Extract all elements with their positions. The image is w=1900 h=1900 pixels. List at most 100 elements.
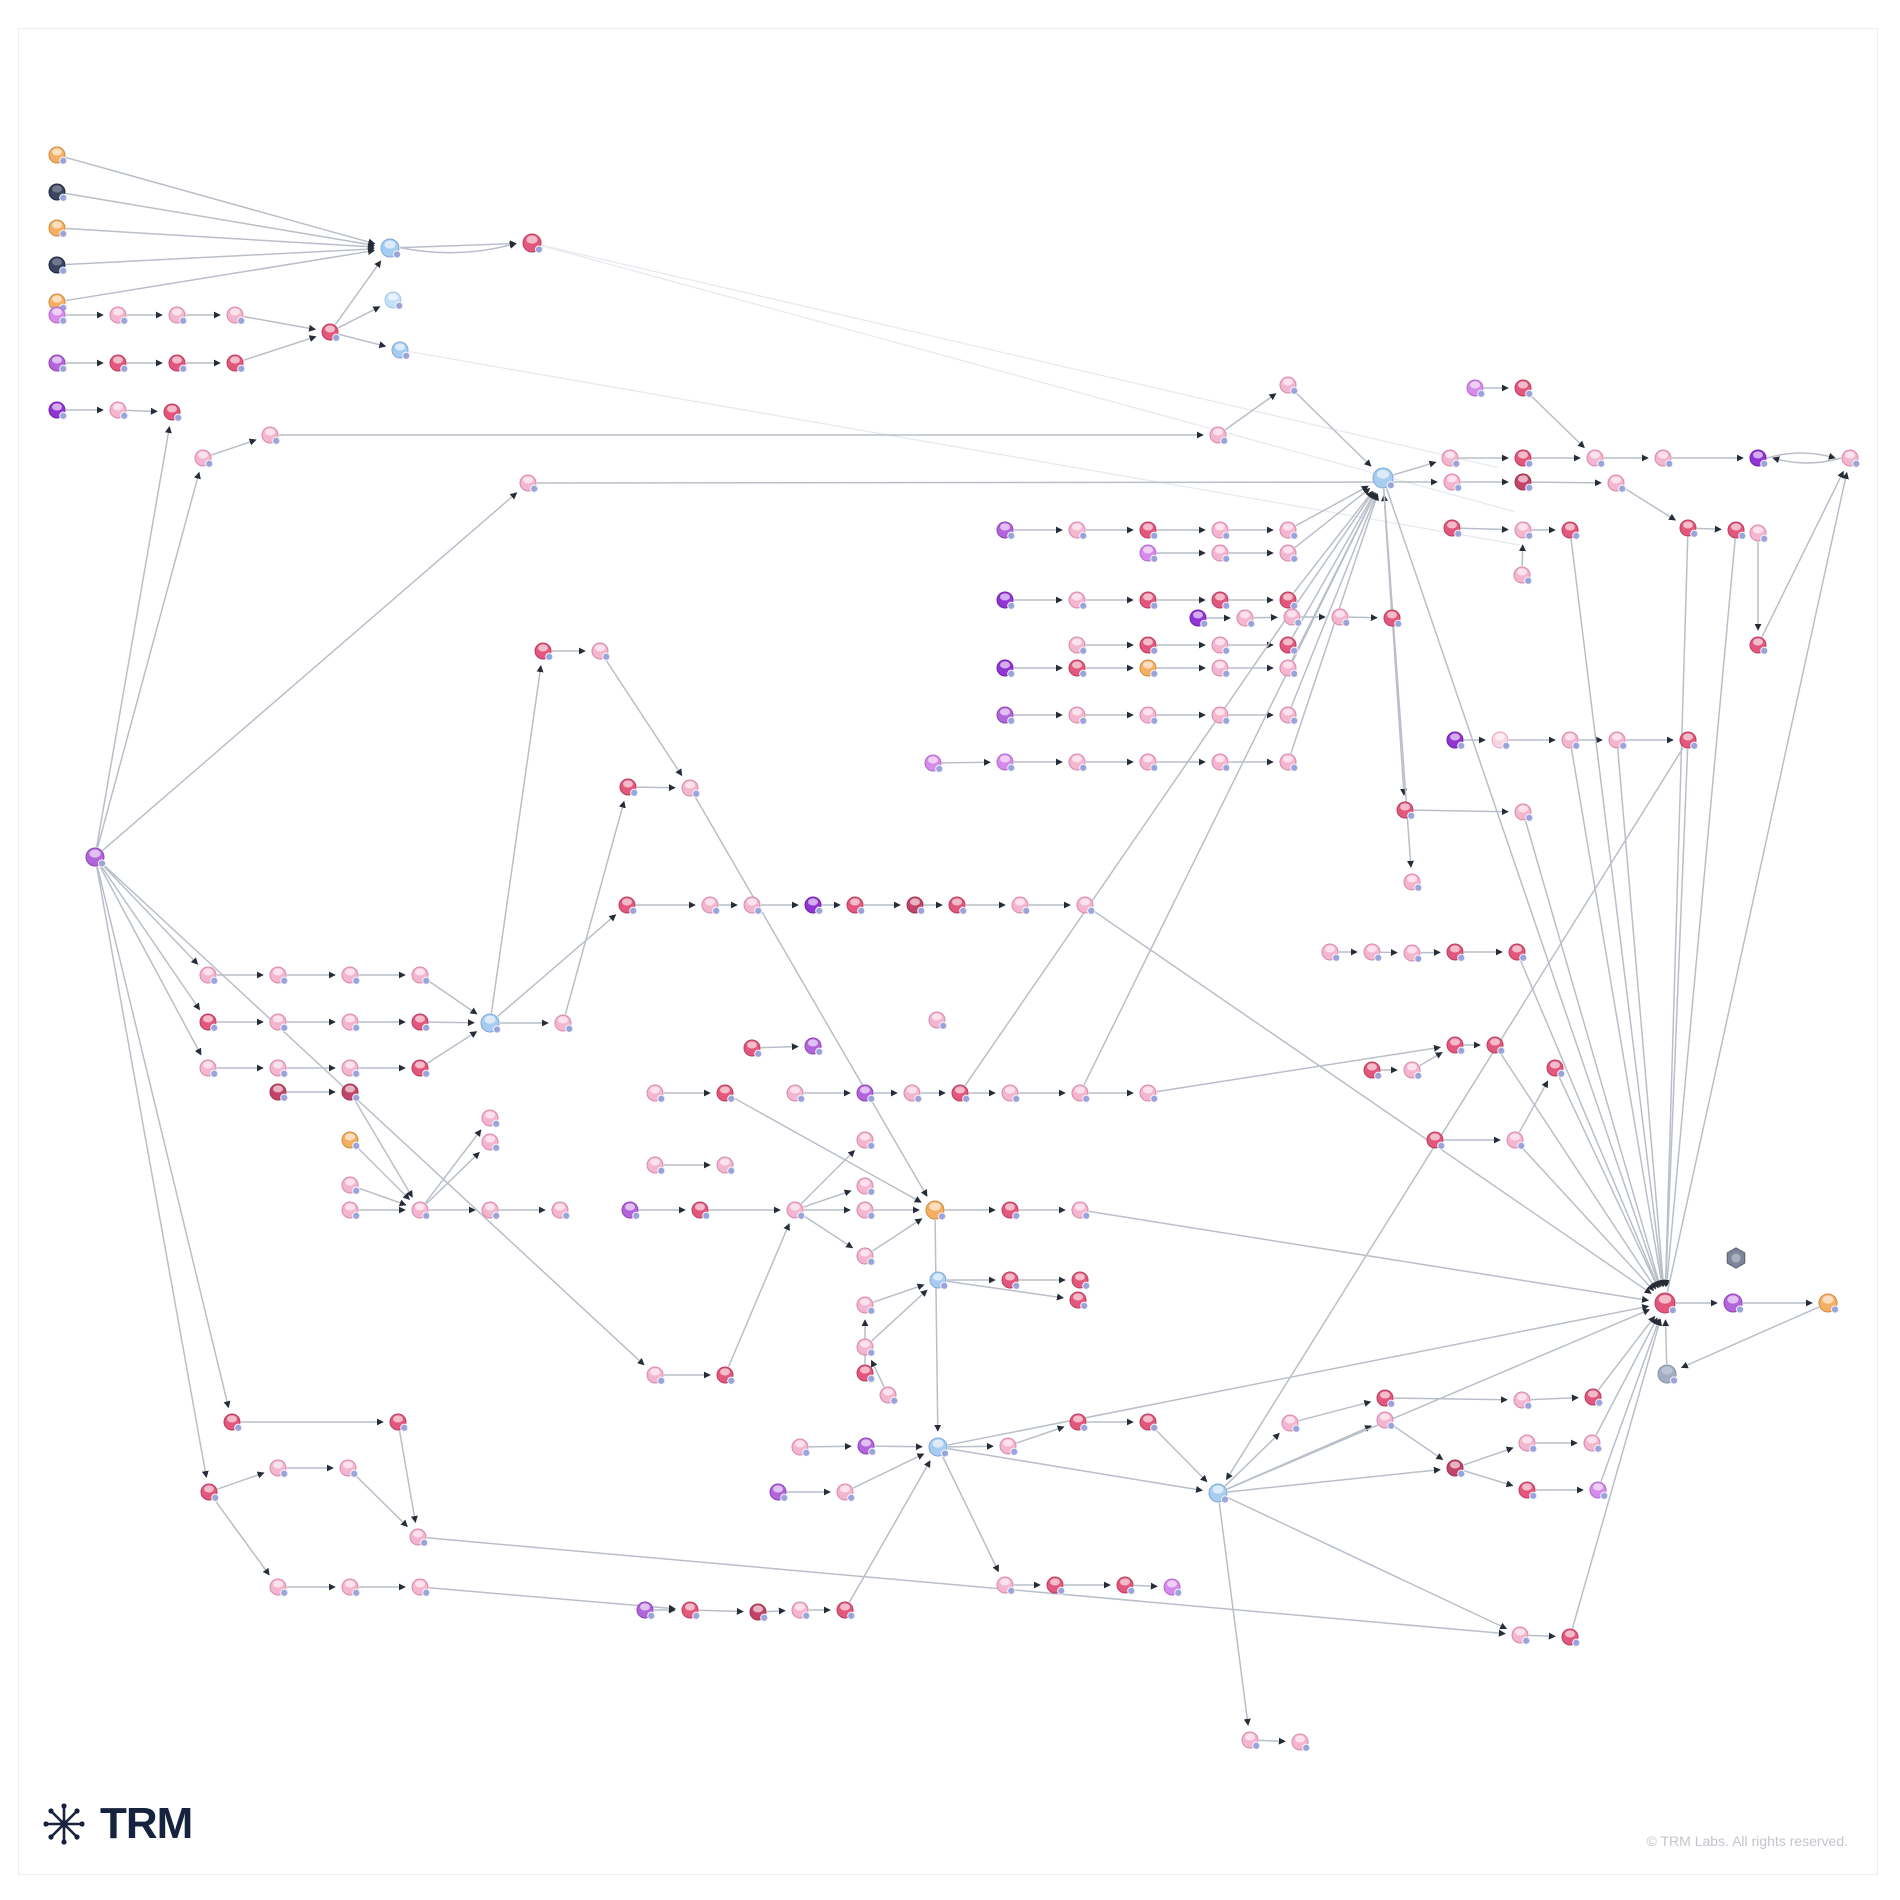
graph-node[interactable]: [411, 1578, 431, 1597]
graph-node[interactable]: [856, 1247, 876, 1266]
graph-node[interactable]: [1281, 1414, 1301, 1433]
graph-node[interactable]: [1046, 1576, 1066, 1595]
graph-node[interactable]: [1586, 449, 1606, 468]
graph-node[interactable]: [1279, 544, 1299, 563]
graph-node[interactable]: [999, 1437, 1019, 1456]
graph-node[interactable]: [1139, 753, 1159, 772]
graph-node[interactable]: [1139, 521, 1159, 540]
graph-node[interactable]: [1376, 1389, 1396, 1408]
graph-hub-node[interactable]: [85, 847, 107, 868]
graph-node[interactable]: [1518, 1434, 1538, 1453]
graph-node[interactable]: [1001, 1201, 1021, 1220]
graph-node[interactable]: [1443, 519, 1463, 538]
graph-node[interactable]: [1446, 731, 1466, 750]
graph-node[interactable]: [341, 1578, 361, 1597]
graph-node[interactable]: [804, 896, 824, 915]
graph-node[interactable]: [1446, 1036, 1466, 1055]
graph-node[interactable]: [1749, 636, 1769, 655]
graph-node[interactable]: [109, 401, 129, 420]
graph-node[interactable]: [1069, 1413, 1089, 1432]
graph-node[interactable]: [1513, 566, 1533, 585]
graph-node[interactable]: [1426, 1131, 1446, 1150]
graph-node[interactable]: [269, 1459, 289, 1478]
graph-node[interactable]: [996, 521, 1016, 540]
graph-node[interactable]: [200, 1483, 220, 1502]
graph-node[interactable]: [786, 1201, 806, 1220]
graph-node[interactable]: [1383, 609, 1403, 628]
graph-node[interactable]: [223, 1413, 243, 1432]
graph-node[interactable]: [1443, 473, 1463, 492]
graph-hub-node[interactable]: [1723, 1293, 1745, 1314]
graph-node[interactable]: [48, 219, 68, 238]
graph-node[interactable]: [1363, 943, 1383, 962]
graph-node[interactable]: [519, 474, 539, 493]
graph-node[interactable]: [1583, 1434, 1603, 1453]
graph-node[interactable]: [1514, 449, 1534, 468]
graph-hub-node[interactable]: [928, 1437, 950, 1458]
graph-node[interactable]: [534, 642, 554, 661]
graph-node[interactable]: [411, 1201, 431, 1220]
graph-node[interactable]: [1279, 521, 1299, 540]
graph-node[interactable]: [804, 1037, 824, 1056]
graph-node[interactable]: [591, 642, 611, 661]
graph-node[interactable]: [109, 354, 129, 373]
graph-node[interactable]: [269, 1578, 289, 1597]
graph-node[interactable]: [856, 1364, 876, 1383]
graph-node[interactable]: [743, 896, 763, 915]
graph-node[interactable]: [194, 449, 214, 468]
graph-node[interactable]: [1279, 636, 1299, 655]
graph-node[interactable]: [409, 1528, 429, 1547]
graph-node[interactable]: [1679, 519, 1699, 538]
graph-node[interactable]: [339, 1459, 359, 1478]
graph-node[interactable]: [1514, 521, 1534, 540]
graph-node[interactable]: [716, 1366, 736, 1385]
graph-node[interactable]: [791, 1601, 811, 1620]
graph-node[interactable]: [554, 1014, 574, 1033]
graph-node[interactable]: [681, 779, 701, 798]
graph-node[interactable]: [1546, 1059, 1566, 1078]
graph-node[interactable]: [836, 1601, 856, 1620]
graph-node[interactable]: [269, 1013, 289, 1032]
graph-node[interactable]: [716, 1156, 736, 1175]
graph-node[interactable]: [1283, 608, 1303, 627]
graph-node[interactable]: [48, 183, 68, 202]
graph-node[interactable]: [996, 1576, 1016, 1595]
graph-node[interactable]: [846, 896, 866, 915]
graph-node[interactable]: [168, 354, 188, 373]
graph-node[interactable]: [1139, 659, 1159, 678]
graph-node[interactable]: [1011, 896, 1031, 915]
graph-node[interactable]: [1279, 659, 1299, 678]
graph-hub-node[interactable]: [380, 238, 402, 259]
graph-node[interactable]: [1279, 706, 1299, 725]
graph-node[interactable]: [1139, 591, 1159, 610]
graph-node[interactable]: [1513, 1391, 1533, 1410]
graph-node[interactable]: [1363, 1061, 1383, 1080]
graph-node[interactable]: [384, 291, 404, 310]
graph-node[interactable]: [879, 1386, 899, 1405]
graph-node[interactable]: [951, 1084, 971, 1103]
graph-node[interactable]: [391, 341, 411, 360]
graph-node[interactable]: [996, 659, 1016, 678]
graph-hub-node[interactable]: [1654, 1292, 1677, 1315]
graph-node[interactable]: [791, 1438, 811, 1457]
graph-node[interactable]: [1068, 706, 1088, 725]
graph-node[interactable]: [646, 1366, 666, 1385]
graph-node[interactable]: [1068, 659, 1088, 678]
graph-node[interactable]: [1508, 943, 1528, 962]
graph-node[interactable]: [341, 1176, 361, 1195]
graph-node[interactable]: [269, 1083, 289, 1102]
graph-node[interactable]: [269, 1059, 289, 1078]
graph-node[interactable]: [1441, 449, 1461, 468]
graph-node[interactable]: [701, 896, 721, 915]
graph-node[interactable]: [716, 1084, 736, 1103]
graph-node[interactable]: [1403, 1061, 1423, 1080]
graph-node[interactable]: [48, 306, 68, 325]
graph-node[interactable]: [481, 1133, 501, 1152]
graph-hub-node[interactable]: [522, 233, 544, 254]
graph-node[interactable]: [621, 1201, 641, 1220]
graph-node[interactable]: [411, 1059, 431, 1078]
graph-node[interactable]: [1068, 591, 1088, 610]
graph-node[interactable]: [1279, 753, 1299, 772]
graph-node[interactable]: [226, 306, 246, 325]
